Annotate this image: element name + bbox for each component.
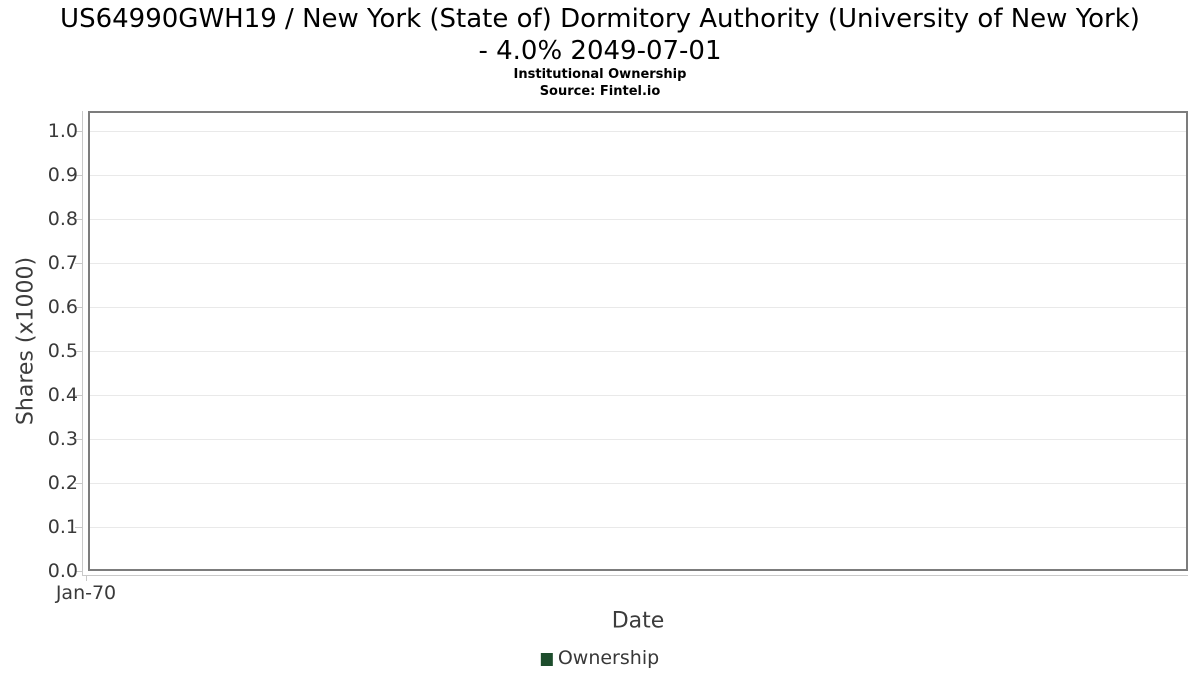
y-gridline — [90, 527, 1186, 528]
y-tick-mark — [75, 439, 82, 440]
y-tick-label: 0.8 — [47, 208, 78, 230]
x-tick-mark — [86, 575, 87, 581]
y-gridline — [90, 307, 1186, 308]
y-tick-label: 0.5 — [47, 340, 78, 362]
chart-title-line2: - 4.0% 2049-07-01 — [478, 36, 722, 66]
y-tick-mark — [75, 483, 82, 484]
y-tick-mark — [75, 527, 82, 528]
y-gridline — [90, 219, 1186, 220]
y-axis-line — [82, 111, 83, 575]
x-axis-title: Date — [611, 608, 665, 634]
y-tick-label: 0.3 — [47, 428, 78, 450]
y-tick-label: 1.0 — [47, 120, 78, 142]
y-tick-label: 0.0 — [47, 560, 78, 582]
y-gridline — [90, 439, 1186, 440]
y-tick-mark — [75, 219, 82, 220]
y-tick-mark — [75, 175, 82, 176]
y-tick-label: 0.7 — [47, 252, 78, 274]
y-tick-mark — [75, 131, 82, 132]
y-tick-label: 0.4 — [47, 384, 78, 406]
chart-title-line1: US64990GWH19 / New York (State of) Dormi… — [60, 4, 1140, 34]
y-tick-label: 0.1 — [47, 516, 78, 538]
y-tick-mark — [75, 307, 82, 308]
chart-subtitle: Institutional Ownership — [513, 67, 687, 82]
y-tick-label: 0.6 — [47, 296, 78, 318]
y-gridline — [90, 175, 1186, 176]
y-tick-mark — [75, 263, 82, 264]
plot-area — [88, 111, 1188, 571]
y-tick-mark — [75, 351, 82, 352]
y-tick-label: 0.2 — [47, 472, 78, 494]
y-gridline — [90, 395, 1186, 396]
x-axis-line — [82, 575, 1188, 576]
y-gridline — [90, 131, 1186, 132]
y-gridline — [90, 263, 1186, 264]
y-tick-label: 0.9 — [47, 164, 78, 186]
legend: Ownership — [540, 647, 660, 669]
y-gridline — [90, 351, 1186, 352]
chart-source: Source: Fintel.io — [539, 84, 661, 99]
x-tick-label: Jan-70 — [55, 582, 117, 604]
y-gridline — [90, 483, 1186, 484]
legend-label: Ownership — [557, 647, 660, 669]
legend-swatch-icon — [540, 652, 553, 666]
y-tick-mark — [75, 395, 82, 396]
y-tick-mark — [75, 571, 82, 572]
